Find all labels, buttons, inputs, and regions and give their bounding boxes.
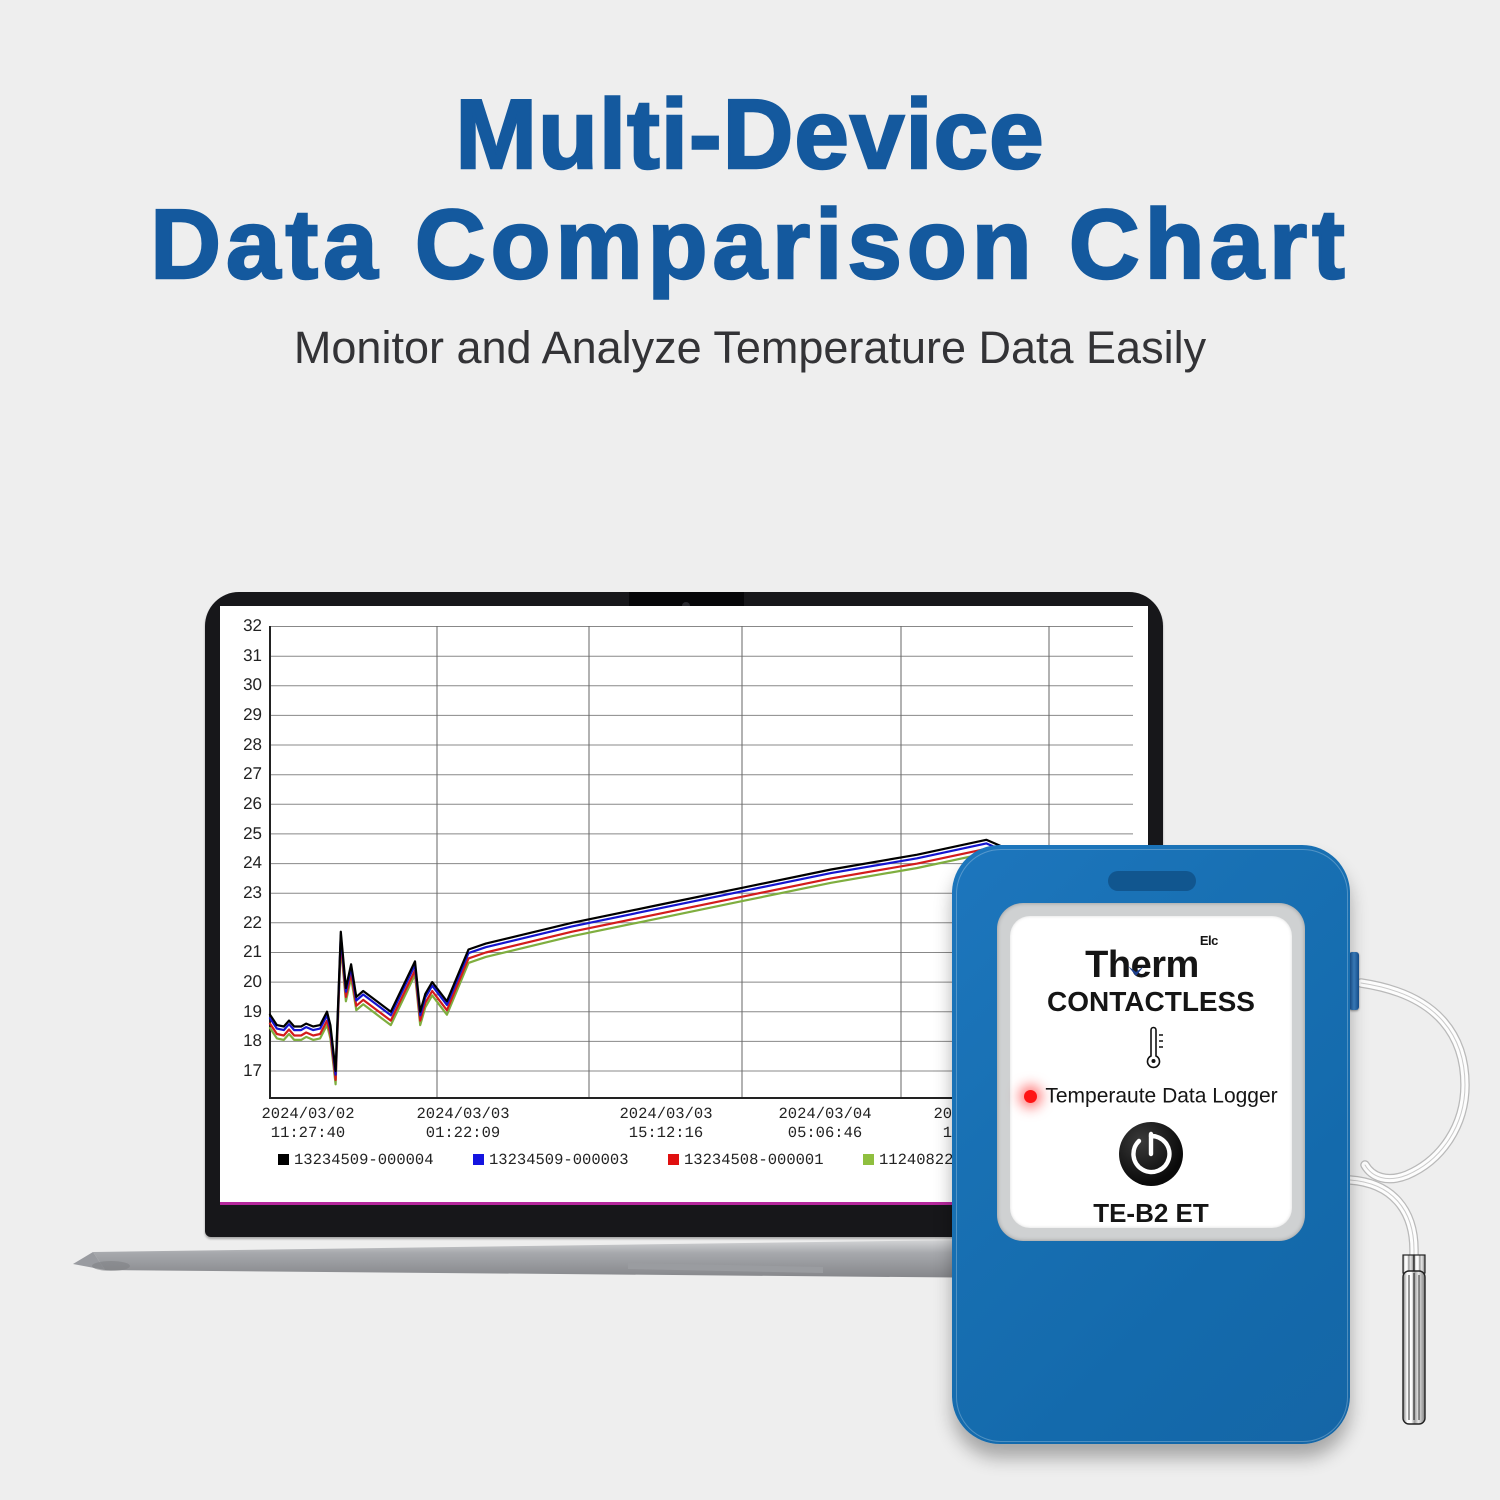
svg-text:28: 28 [243, 735, 262, 754]
svg-text:13234509-000004: 13234509-000004 [294, 1151, 434, 1169]
svg-text:17: 17 [243, 1061, 262, 1080]
svg-text:2024/03/04: 2024/03/04 [778, 1105, 871, 1123]
svg-text:2024/03/02: 2024/03/02 [261, 1105, 354, 1123]
svg-text:2024/03/03: 2024/03/03 [416, 1105, 509, 1123]
svg-text:18: 18 [243, 1031, 262, 1050]
svg-text:01:22:09: 01:22:09 [426, 1124, 500, 1142]
svg-text:19: 19 [243, 1002, 262, 1021]
svg-text:2024/03/03: 2024/03/03 [619, 1105, 712, 1123]
svg-text:31: 31 [243, 646, 262, 665]
svg-text:21: 21 [243, 942, 262, 961]
svg-text:05:06:46: 05:06:46 [788, 1124, 862, 1142]
svg-text:15:12:16: 15:12:16 [629, 1124, 703, 1142]
svg-text:26: 26 [243, 794, 262, 813]
svg-text:27: 27 [243, 764, 262, 783]
svg-text:25: 25 [243, 824, 262, 843]
svg-text:29: 29 [243, 705, 262, 724]
svg-text:23: 23 [243, 883, 262, 902]
svg-text:32: 32 [243, 616, 262, 635]
svg-text:13234509-000003: 13234509-000003 [489, 1151, 629, 1169]
svg-text:20: 20 [243, 972, 262, 991]
svg-text:24: 24 [243, 853, 262, 872]
svg-text:13234508-000001: 13234508-000001 [684, 1151, 824, 1169]
svg-text:30: 30 [243, 675, 262, 694]
svg-text:11:27:40: 11:27:40 [271, 1124, 345, 1142]
svg-text:22: 22 [243, 913, 262, 932]
